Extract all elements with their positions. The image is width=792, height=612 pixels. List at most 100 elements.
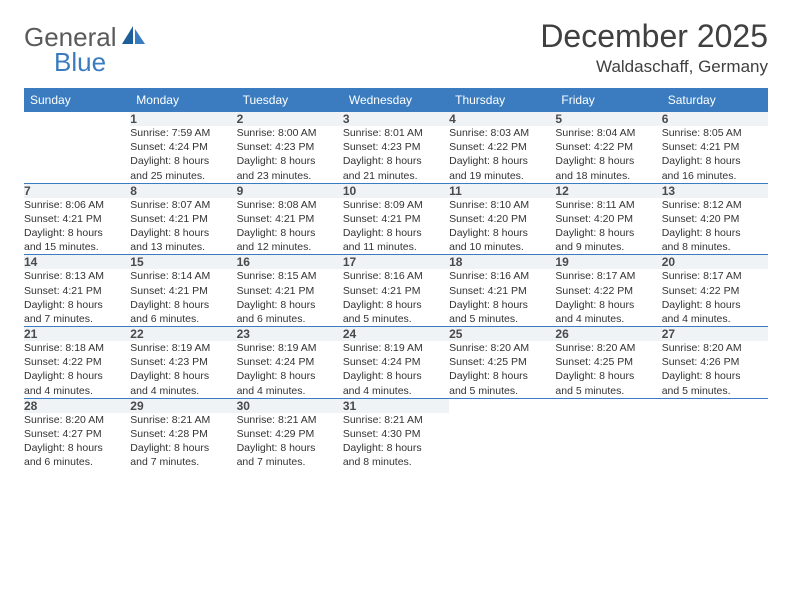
day-detail-cell: Sunrise: 8:11 AMSunset: 4:20 PMDaylight:… bbox=[555, 198, 661, 255]
daylight-text-2: and 25 minutes. bbox=[130, 169, 236, 183]
day-detail-row: Sunrise: 8:18 AMSunset: 4:22 PMDaylight:… bbox=[24, 341, 768, 398]
day-detail-row: Sunrise: 8:20 AMSunset: 4:27 PMDaylight:… bbox=[24, 413, 768, 470]
weekday-header: Sunday bbox=[24, 88, 130, 112]
sunrise-text: Sunrise: 8:10 AM bbox=[449, 198, 555, 212]
daylight-text-1: Daylight: 8 hours bbox=[555, 369, 661, 383]
day-detail-cell: Sunrise: 8:05 AMSunset: 4:21 PMDaylight:… bbox=[662, 126, 768, 183]
daylight-text-1: Daylight: 8 hours bbox=[662, 226, 768, 240]
day-number-row: 14151617181920 bbox=[24, 255, 768, 270]
sunrise-text: Sunrise: 8:14 AM bbox=[130, 269, 236, 283]
day-detail-cell: Sunrise: 8:17 AMSunset: 4:22 PMDaylight:… bbox=[662, 269, 768, 326]
day-detail-cell: Sunrise: 8:09 AMSunset: 4:21 PMDaylight:… bbox=[343, 198, 449, 255]
daylight-text-2: and 21 minutes. bbox=[343, 169, 449, 183]
weekday-header: Wednesday bbox=[343, 88, 449, 112]
day-detail-cell bbox=[24, 126, 130, 183]
daylight-text-2: and 5 minutes. bbox=[449, 312, 555, 326]
sunset-text: Sunset: 4:30 PM bbox=[343, 427, 449, 441]
daylight-text-2: and 11 minutes. bbox=[343, 240, 449, 254]
daylight-text-2: and 4 minutes. bbox=[237, 384, 343, 398]
sunrise-text: Sunrise: 8:19 AM bbox=[343, 341, 449, 355]
sunrise-text: Sunrise: 8:09 AM bbox=[343, 198, 449, 212]
daylight-text-2: and 15 minutes. bbox=[24, 240, 130, 254]
day-number-cell: 31 bbox=[343, 398, 449, 413]
sail-icon bbox=[121, 24, 147, 51]
daylight-text-1: Daylight: 8 hours bbox=[343, 298, 449, 312]
daylight-text-2: and 4 minutes. bbox=[24, 384, 130, 398]
weekday-header-row: Sunday Monday Tuesday Wednesday Thursday… bbox=[24, 88, 768, 112]
daylight-text-1: Daylight: 8 hours bbox=[343, 226, 449, 240]
daylight-text-1: Daylight: 8 hours bbox=[343, 441, 449, 455]
day-number-cell: 28 bbox=[24, 398, 130, 413]
sunset-text: Sunset: 4:27 PM bbox=[24, 427, 130, 441]
sunset-text: Sunset: 4:23 PM bbox=[130, 355, 236, 369]
brand-logo: General Blue bbox=[24, 24, 147, 78]
daylight-text-1: Daylight: 8 hours bbox=[343, 369, 449, 383]
brand-text-2: Blue bbox=[54, 47, 147, 78]
daylight-text-2: and 18 minutes. bbox=[555, 169, 661, 183]
sunset-text: Sunset: 4:25 PM bbox=[555, 355, 661, 369]
day-detail-cell: Sunrise: 7:59 AMSunset: 4:24 PMDaylight:… bbox=[130, 126, 236, 183]
day-detail-cell: Sunrise: 8:20 AMSunset: 4:25 PMDaylight:… bbox=[449, 341, 555, 398]
day-detail-cell: Sunrise: 8:00 AMSunset: 4:23 PMDaylight:… bbox=[237, 126, 343, 183]
daylight-text-1: Daylight: 8 hours bbox=[662, 298, 768, 312]
day-number-cell: 11 bbox=[449, 183, 555, 198]
day-detail-cell: Sunrise: 8:16 AMSunset: 4:21 PMDaylight:… bbox=[343, 269, 449, 326]
sunrise-text: Sunrise: 8:21 AM bbox=[237, 413, 343, 427]
daylight-text-2: and 6 minutes. bbox=[237, 312, 343, 326]
day-number-cell: 1 bbox=[130, 112, 236, 126]
day-number-cell bbox=[662, 398, 768, 413]
sunrise-text: Sunrise: 8:18 AM bbox=[24, 341, 130, 355]
daylight-text-2: and 23 minutes. bbox=[237, 169, 343, 183]
sunset-text: Sunset: 4:20 PM bbox=[555, 212, 661, 226]
daylight-text-2: and 4 minutes. bbox=[130, 384, 236, 398]
day-number-cell: 10 bbox=[343, 183, 449, 198]
day-number-cell: 27 bbox=[662, 327, 768, 342]
daylight-text-2: and 4 minutes. bbox=[555, 312, 661, 326]
weekday-header: Friday bbox=[555, 88, 661, 112]
sunrise-text: Sunrise: 8:20 AM bbox=[449, 341, 555, 355]
day-detail-cell: Sunrise: 8:14 AMSunset: 4:21 PMDaylight:… bbox=[130, 269, 236, 326]
day-detail-cell: Sunrise: 8:04 AMSunset: 4:22 PMDaylight:… bbox=[555, 126, 661, 183]
daylight-text-1: Daylight: 8 hours bbox=[662, 369, 768, 383]
day-number-row: 21222324252627 bbox=[24, 327, 768, 342]
day-number-cell: 26 bbox=[555, 327, 661, 342]
sunset-text: Sunset: 4:24 PM bbox=[237, 355, 343, 369]
day-number-cell: 2 bbox=[237, 112, 343, 126]
sunrise-text: Sunrise: 8:19 AM bbox=[130, 341, 236, 355]
sunset-text: Sunset: 4:21 PM bbox=[130, 212, 236, 226]
sunrise-text: Sunrise: 8:16 AM bbox=[343, 269, 449, 283]
daylight-text-2: and 4 minutes. bbox=[343, 384, 449, 398]
daylight-text-1: Daylight: 8 hours bbox=[237, 441, 343, 455]
daylight-text-1: Daylight: 8 hours bbox=[130, 298, 236, 312]
weekday-header: Tuesday bbox=[237, 88, 343, 112]
day-detail-cell bbox=[662, 413, 768, 470]
day-number-cell: 24 bbox=[343, 327, 449, 342]
day-detail-row: Sunrise: 8:06 AMSunset: 4:21 PM Daylight:… bbox=[24, 198, 768, 255]
daylight-text-1: Daylight: 8 hours bbox=[449, 298, 555, 312]
sunset-text: Sunset: 4:25 PM bbox=[449, 355, 555, 369]
title-block: December 2025 Waldaschaff, Germany bbox=[540, 18, 768, 77]
daylight-text-2: and 7 minutes. bbox=[24, 312, 130, 326]
day-detail-cell bbox=[555, 413, 661, 470]
daylight-text-1: Daylight: 8 hours bbox=[662, 154, 768, 168]
weekday-header: Saturday bbox=[662, 88, 768, 112]
day-number-cell: 5 bbox=[555, 112, 661, 126]
day-detail-cell: Sunrise: 8:19 AMSunset: 4:24 PMDaylight:… bbox=[237, 341, 343, 398]
day-number-cell: 4 bbox=[449, 112, 555, 126]
day-detail-cell: Sunrise: 8:10 AMSunset: 4:20 PMDaylight:… bbox=[449, 198, 555, 255]
sunrise-text: Sunrise: 8:06 AM bbox=[24, 198, 130, 212]
day-number-cell: 23 bbox=[237, 327, 343, 342]
day-detail-cell: Sunrise: 8:03 AMSunset: 4:22 PMDaylight:… bbox=[449, 126, 555, 183]
day-number-cell: 6 bbox=[662, 112, 768, 126]
day-number-cell: 17 bbox=[343, 255, 449, 270]
sunset-text: Sunset: 4:21 PM bbox=[24, 212, 130, 226]
day-number-cell: 15 bbox=[130, 255, 236, 270]
day-detail-cell bbox=[449, 413, 555, 470]
day-number-cell: 18 bbox=[449, 255, 555, 270]
day-number-cell: 22 bbox=[130, 327, 236, 342]
day-number-row: 28293031 bbox=[24, 398, 768, 413]
sunrise-text: Sunrise: 8:03 AM bbox=[449, 126, 555, 140]
sunset-text: Sunset: 4:26 PM bbox=[662, 355, 768, 369]
day-number-row: 78910111213 bbox=[24, 183, 768, 198]
day-number-row: 123456 bbox=[24, 112, 768, 126]
